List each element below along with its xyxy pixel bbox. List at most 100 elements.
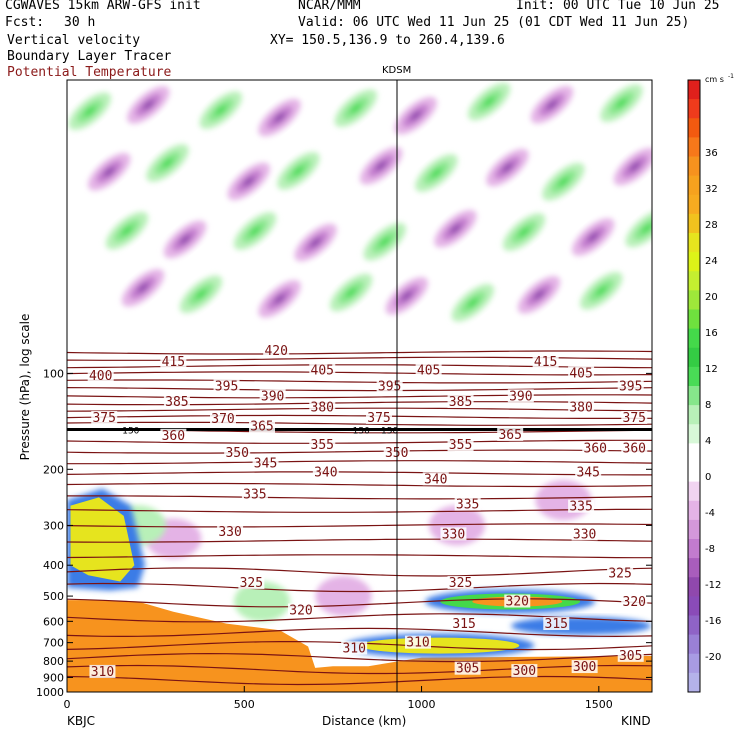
- forecast-label: Fcst:: [5, 15, 45, 30]
- velocity-band-strong: [309, 237, 322, 248]
- colorbar-swatch: [688, 577, 700, 597]
- velocity-wave-cell: [258, 98, 301, 137]
- theta-contour-label: 395: [619, 380, 642, 395]
- theta-label-bg: [543, 617, 570, 631]
- theta-contour-label: 375: [92, 411, 115, 426]
- theta-label-bg: [213, 379, 240, 393]
- x-tick-label: 0: [64, 698, 71, 711]
- velocity-band-strong: [409, 110, 422, 121]
- theta-label-bg: [447, 576, 474, 590]
- tracer-low-layer-inner: [359, 637, 520, 654]
- theta-contour-line: [67, 523, 652, 528]
- theta-contour-label: 325: [240, 576, 263, 591]
- theta-contour-line: [67, 471, 652, 476]
- potential-temperature-labels: 420 415 415 405 405 405 400 395 395 395 390 390 385 3…: [87, 343, 648, 680]
- velocity-band-strong: [430, 167, 443, 179]
- colorbar-swatch: [688, 481, 700, 502]
- velocity-band-strong: [195, 289, 207, 300]
- theta-label-bg: [621, 595, 648, 609]
- colorbar-tick-label: 24: [705, 256, 718, 267]
- y-tick-label: 200: [43, 463, 64, 476]
- colorbar-tick-label: -20: [705, 652, 721, 663]
- tropopause-label: 150: [381, 426, 398, 436]
- forecast-hours: 30 h: [64, 15, 96, 30]
- colorbar-swatch: [688, 366, 700, 387]
- init-time: Init: 00 UTC Tue 10 Jun 25: [516, 0, 720, 13]
- colorbar-swatch: [688, 271, 700, 291]
- colorbar-swatch: [688, 615, 700, 636]
- theta-contour-label: 345: [254, 457, 277, 472]
- velocity-band-strong: [137, 282, 149, 293]
- y-tick-label: 1000: [36, 686, 64, 699]
- theta-label-bg: [497, 427, 524, 441]
- theta-contour-line: [67, 627, 652, 638]
- colorbar-swatch: [688, 462, 700, 483]
- theta-contour-label: 375: [623, 411, 646, 426]
- colorbar-frame: [687, 79, 701, 693]
- velocity-band-strong: [518, 226, 530, 238]
- theta-label-bg: [451, 617, 478, 631]
- org-label: NCAR/MMM: [298, 0, 361, 13]
- velocity-band-strong: [401, 290, 413, 301]
- velocity-wave-cell: [146, 144, 189, 182]
- theta-contour-label: 355: [311, 438, 334, 453]
- theta-label-bg: [288, 603, 314, 617]
- colorbar-swatch: [688, 347, 700, 368]
- x-tick-label: 1000: [408, 698, 436, 711]
- velocity-band-strong: [292, 165, 305, 176]
- colorbar-swatch: [688, 443, 700, 463]
- theta-contour-line: [67, 664, 652, 675]
- theta-label-bg: [405, 635, 431, 649]
- theta-label-bg: [575, 465, 602, 479]
- field-vertical-velocity: Vertical velocity: [7, 33, 141, 48]
- theta-contour-label: 360: [623, 441, 646, 456]
- theta-contour-line: [67, 387, 652, 392]
- velocity-patch: [315, 576, 372, 617]
- colorbar-tick-label: 0: [705, 472, 711, 483]
- colorbar-tick-label: 16: [705, 328, 718, 339]
- theta-label-bg: [309, 438, 336, 452]
- velocity-band-strong: [467, 297, 479, 308]
- theta-label-bg: [309, 363, 336, 377]
- colorbar-swatch: [688, 137, 700, 157]
- theta-contour-label: 370: [211, 412, 234, 427]
- theta-contour-label: 395: [215, 380, 238, 395]
- theta-contour-label: 320: [506, 595, 529, 610]
- velocity-band-strong: [641, 223, 652, 234]
- velocity-wave-cell: [468, 82, 511, 121]
- cross-section-endpoints: XY= 150.5,136.9 to 260.4,139.6: [270, 33, 505, 48]
- theta-label-bg: [252, 456, 279, 470]
- station-marker-label: KDSM: [382, 65, 412, 76]
- theta-contour-label: 395: [378, 380, 401, 395]
- theta-label-bg: [607, 566, 634, 580]
- colorbar-swatch: [688, 290, 700, 310]
- theta-contour-label: 330: [218, 525, 241, 540]
- right-station-label: KIND: [621, 714, 651, 728]
- y-tick-label: 100: [43, 367, 64, 380]
- theta-label-bg: [91, 410, 118, 424]
- colorbar-swatch: [688, 672, 700, 693]
- theta-label-bg: [366, 410, 392, 424]
- velocity-wave-cell: [163, 220, 207, 259]
- field-boundary-layer-tracer: Boundary Layer Tracer: [7, 49, 172, 64]
- theta-label-bg: [447, 395, 474, 409]
- velocity-wave-cell: [502, 213, 546, 251]
- theta-label-bg: [568, 400, 595, 414]
- velocity-wave-cell: [258, 280, 301, 318]
- velocity-wave-cell: [105, 211, 149, 250]
- theta-label-bg: [447, 438, 474, 452]
- colorbar: 36 32 28 24 20 16 12 8 4 0 -4 -8 -12 -16 -20 cm s -1: [687, 73, 734, 693]
- velocity-wave-cell: [294, 223, 337, 262]
- theta-contour-label: 345: [576, 466, 599, 481]
- theta-label-bg: [241, 487, 268, 501]
- velocity-band-strong: [215, 105, 227, 116]
- velocity-band-strong: [670, 282, 685, 296]
- theta-contour-line: [67, 379, 652, 384]
- colorbar-swatch: [688, 596, 700, 616]
- velocity-wave-cell: [227, 162, 270, 201]
- velocity-wave-cell: [334, 89, 377, 127]
- velocity-wave-cell: [600, 84, 643, 122]
- colorbar-swatch: [688, 118, 700, 138]
- theta-contour-line: [67, 538, 652, 543]
